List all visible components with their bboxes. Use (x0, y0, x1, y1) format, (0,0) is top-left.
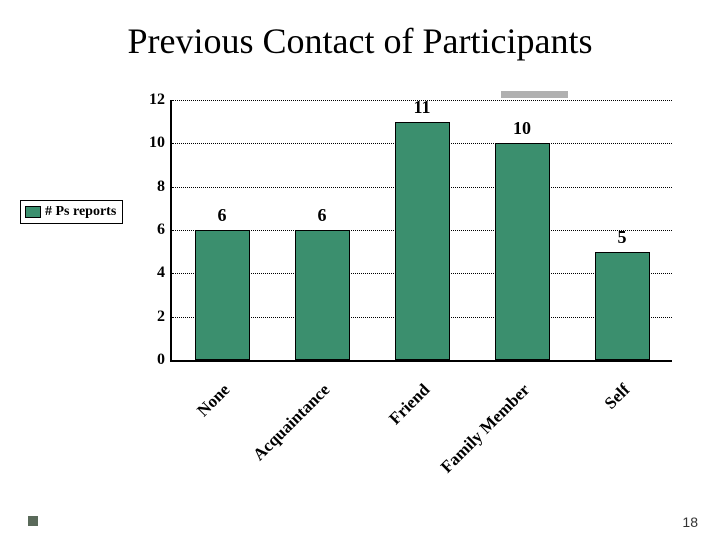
bar-value-label: 6 (192, 205, 252, 226)
bar-value-label: 11 (392, 97, 452, 118)
bar (195, 230, 250, 360)
y-tick-label: 12 (135, 91, 165, 109)
plot-area: 6 6 11 10 5 (170, 100, 672, 362)
x-tick-label: Self (601, 380, 635, 414)
bar-value-label: 10 (492, 118, 552, 139)
page-title: Previous Contact of Participants (0, 20, 720, 62)
bar (495, 143, 550, 360)
bar-value-label: 5 (592, 227, 652, 248)
footer-mark (28, 516, 38, 526)
y-tick-label: 2 (135, 308, 165, 326)
bar (395, 122, 450, 360)
x-tick-label: None (193, 380, 234, 421)
y-tick-label: 0 (135, 351, 165, 369)
x-tick-label: Acquaintance (249, 380, 334, 465)
decorative-shadow (501, 91, 568, 98)
x-tick-label: Friend (385, 380, 434, 429)
x-tick-label: Family Member (437, 380, 534, 477)
bar-chart: # Ps reports 6611105 024681012NoneAcquai… (30, 100, 690, 480)
bar-value-label: 6 (292, 205, 352, 226)
y-tick-label: 8 (135, 178, 165, 196)
page-number: 18 (682, 514, 698, 530)
legend-label: # Ps reports (45, 204, 116, 219)
legend-swatch (25, 206, 41, 218)
bar (295, 230, 350, 360)
y-tick-label: 6 (135, 221, 165, 239)
y-tick-label: 10 (135, 134, 165, 152)
legend: # Ps reports (20, 200, 123, 224)
y-tick-label: 4 (135, 264, 165, 282)
bar (595, 252, 650, 360)
